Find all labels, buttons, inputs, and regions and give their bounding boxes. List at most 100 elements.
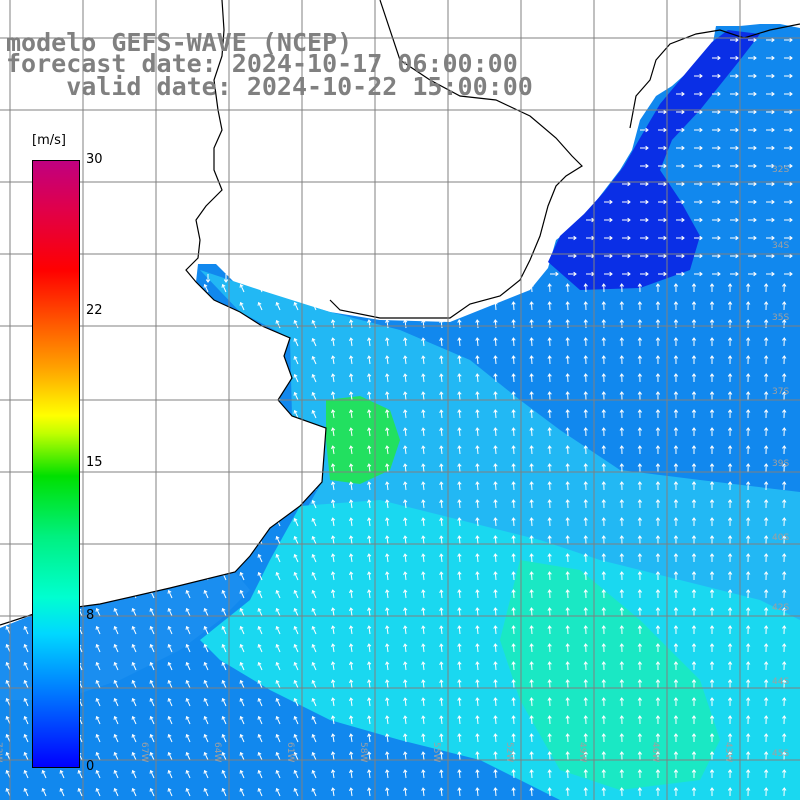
wind-arrow-head: [764, 391, 769, 395]
wind-arrow: [368, 410, 371, 419]
longitude-label: 46W: [650, 742, 660, 762]
wind-arrow: [276, 770, 281, 779]
wind-arrow-head: [203, 715, 208, 720]
wind-arrow: [258, 302, 263, 311]
wind-arrow: [476, 607, 479, 617]
wind-arrow-head: [746, 301, 751, 305]
wind-arrow: [567, 589, 569, 599]
wind-arrow-head: [493, 391, 498, 395]
wind-arrow-head: [746, 715, 751, 719]
wind-arrow: [386, 464, 389, 473]
wind-arrow-head: [239, 643, 244, 648]
wind-arrow-head: [257, 607, 262, 612]
wind-arrow-head: [385, 661, 390, 665]
wind-arrow: [458, 463, 461, 473]
wind-arrow-head: [493, 697, 498, 701]
latitude-label: 39S: [772, 459, 789, 469]
wind-arrow: [132, 788, 137, 797]
wind-arrow-head: [735, 253, 739, 259]
wind-arrow: [6, 626, 11, 635]
wind-arrow-head: [529, 553, 534, 557]
wind-arrow-head: [637, 661, 642, 665]
wind-arrow-head: [203, 733, 208, 738]
wind-arrow-head: [511, 607, 516, 611]
wind-arrow: [567, 355, 569, 365]
wind-arrow: [386, 626, 389, 635]
wind-arrow-head: [203, 283, 208, 288]
wind-arrow: [332, 554, 335, 563]
wind-arrow-head: [403, 715, 408, 719]
wind-arrow-head: [185, 787, 190, 792]
wind-arrow-head: [619, 625, 624, 629]
wind-arrow-head: [511, 733, 516, 737]
wind-arrow-head: [681, 163, 685, 169]
wind-arrow: [440, 716, 443, 725]
wind-arrow-head: [529, 373, 534, 377]
wind-arrow-head: [221, 679, 226, 684]
wind-arrow: [350, 536, 353, 545]
wind-arrow-head: [221, 661, 226, 666]
wind-arrow-head: [529, 589, 534, 593]
wind-arrow-head: [203, 769, 208, 774]
wind-arrow: [458, 643, 461, 653]
wind-arrow-head: [475, 787, 480, 791]
wind-arrow-head: [439, 319, 444, 323]
wind-arrow: [294, 410, 299, 419]
wind-arrow-head: [311, 607, 316, 612]
wind-arrow-head: [131, 679, 136, 684]
wind-arrow-head: [475, 679, 480, 683]
wind-arrow-head: [457, 733, 462, 737]
wind-arrow: [530, 499, 533, 509]
wind-arrow-head: [709, 391, 715, 395]
wind-arrow-head: [493, 409, 498, 413]
wind-arrow-head: [257, 751, 262, 756]
wind-arrow-head: [764, 643, 769, 647]
longitude-label: 61W: [285, 742, 295, 762]
wind-arrow-head: [330, 769, 336, 774]
wind-arrow-head: [203, 571, 208, 576]
wind-arrow-head: [681, 181, 685, 187]
wind-arrow-head: [727, 499, 733, 503]
wind-arrow-head: [691, 553, 697, 557]
wind-arrow-head: [709, 715, 715, 719]
wind-arrow: [386, 338, 389, 347]
wind-arrow-head: [645, 181, 649, 187]
wind-arrow-head: [655, 733, 661, 737]
wind-arrow: [350, 482, 353, 491]
wind-arrow-head: [367, 643, 372, 647]
wind-arrow-head: [709, 409, 715, 413]
wind-arrow: [567, 517, 569, 527]
wind-arrow-head: [41, 787, 46, 792]
wind-arrow: [494, 607, 497, 617]
wind-arrow-head: [735, 235, 739, 241]
wind-arrow-head: [293, 697, 298, 702]
wind-arrow-head: [789, 91, 793, 97]
wind-arrow-head: [637, 445, 642, 449]
wind-arrow-head: [583, 319, 588, 323]
wind-arrow-head: [673, 427, 679, 431]
wind-arrow: [368, 752, 371, 761]
wind-arrow-head: [789, 73, 793, 79]
wind-arrow-head: [764, 427, 769, 431]
wind-arrow-head: [367, 409, 372, 413]
wind-arrow: [567, 535, 569, 545]
wind-arrow-head: [619, 517, 624, 521]
wind-arrow-head: [709, 283, 715, 287]
wind-arrow-head: [311, 769, 316, 774]
wind-arrow-head: [663, 253, 667, 259]
wind-arrow: [494, 373, 497, 383]
wind-arrow: [440, 734, 443, 743]
wind-arrow-head: [348, 463, 354, 468]
wind-arrow-head: [547, 427, 552, 431]
wind-arrow-head: [167, 787, 172, 792]
wind-arrow: [186, 788, 191, 797]
wind-arrow-head: [727, 679, 733, 683]
wind-arrow-head: [691, 517, 697, 521]
wind-arrow-head: [782, 445, 787, 449]
wind-arrow-head: [746, 589, 751, 593]
wind-arrow-head: [727, 625, 733, 629]
wind-arrow-head: [239, 607, 244, 612]
wind-arrow: [6, 770, 11, 779]
wind-arrow-head: [311, 697, 316, 702]
wind-arrow-head: [645, 235, 649, 241]
